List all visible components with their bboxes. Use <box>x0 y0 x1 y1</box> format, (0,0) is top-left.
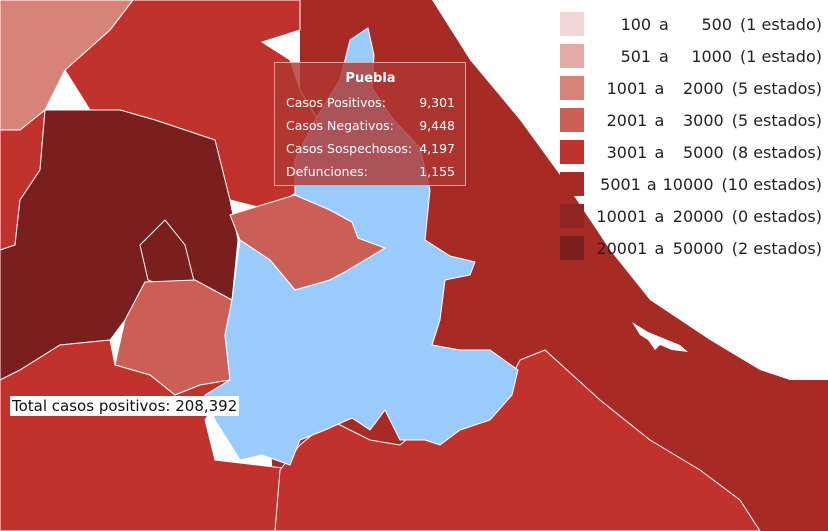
legend-state-count: (2 estados) <box>731 238 822 258</box>
legend-state-count: (8 estados) <box>731 142 822 162</box>
legend-item[interactable]: 2001 a 3000 (5 estados) <box>560 104 822 136</box>
legend-item[interactable]: 3001 a 5000 (8 estados) <box>560 136 822 168</box>
legend-range-high: 3000 <box>682 110 724 130</box>
legend-connector: a <box>646 174 657 194</box>
legend-swatch <box>560 236 584 260</box>
state-puebla[interactable] <box>204 27 519 466</box>
legend-connector: a <box>654 206 665 226</box>
total-positive-cases: Total casos positivos: 208,392 <box>10 396 240 416</box>
legend-range-high: 1000 <box>691 46 733 66</box>
legend-state-count: (5 estados) <box>731 110 822 130</box>
tooltip-label: Casos Positivos: <box>286 95 386 110</box>
legend-range-high: 5000 <box>682 142 724 162</box>
legend-range-high: 500 <box>701 14 733 34</box>
legend-state-count: (10 estados) <box>721 174 822 194</box>
legend-range-low: 10001 <box>596 206 648 226</box>
tooltip-row: Casos Negativos: 9,448 <box>286 114 455 137</box>
legend-state-count: (1 estado) <box>740 46 822 66</box>
legend-state-count: (1 estado) <box>740 14 822 34</box>
legend-item[interactable]: 501 a 1000 (1 estado) <box>560 40 822 72</box>
legend-range-high: 50000 <box>672 238 724 258</box>
legend-item[interactable]: 5001 a 10000 (10 estados) <box>560 168 822 200</box>
legend-connector: a <box>654 238 665 258</box>
legend-range-low: 100 <box>620 14 652 34</box>
airplane-icon <box>632 322 688 352</box>
state-oaxaca[interactable] <box>274 349 761 531</box>
legend-state-count: (0 estados) <box>731 206 822 226</box>
tooltip-value: 1,155 <box>419 164 455 179</box>
legend: 100 a 500 (1 estado) 501 a 1000 (1 estado) 1001 a… <box>560 8 822 264</box>
tooltip-puebla: Puebla Casos Positivos: 9,301 Casos Nega… <box>274 62 466 186</box>
legend-swatch <box>560 172 584 196</box>
tooltip-value: 9,448 <box>419 118 455 133</box>
tooltip-label: Defunciones: <box>286 164 368 179</box>
legend-swatch <box>560 140 584 164</box>
legend-state-count: (5 estados) <box>731 78 822 98</box>
legend-item[interactable]: 20001 a 50000 (2 estados) <box>560 232 822 264</box>
legend-range-low: 2001 <box>606 110 648 130</box>
legend-connector: a <box>659 14 669 34</box>
legend-item[interactable]: 10001 a 20000 (0 estados) <box>560 200 822 232</box>
legend-swatch <box>560 108 584 132</box>
legend-connector: a <box>654 78 665 98</box>
legend-connector: a <box>659 46 669 66</box>
legend-item[interactable]: 100 a 500 (1 estado) <box>560 8 822 40</box>
legend-item[interactable]: 1001 a 2000 (5 estados) <box>560 72 822 104</box>
tooltip-row: Defunciones: 1,155 <box>286 160 455 183</box>
tooltip-value: 9,301 <box>419 95 455 110</box>
legend-range-low: 3001 <box>606 142 648 162</box>
legend-swatch <box>560 76 584 100</box>
legend-range-low: 5001 <box>600 174 641 194</box>
legend-swatch <box>560 12 584 36</box>
legend-range-low: 20001 <box>596 238 648 258</box>
legend-swatch <box>560 204 584 228</box>
legend-range-low: 501 <box>620 46 652 66</box>
tooltip-label: Casos Negativos: <box>286 118 394 133</box>
legend-connector: a <box>654 142 665 162</box>
tooltip-label: Casos Sospechosos: <box>286 141 413 156</box>
legend-range-low: 1001 <box>606 78 648 98</box>
legend-range-high: 2000 <box>682 78 724 98</box>
legend-range-high: 20000 <box>672 206 724 226</box>
tooltip-value: 4,197 <box>419 141 455 156</box>
tooltip-row: Casos Sospechosos: 4,197 <box>286 137 455 160</box>
legend-connector: a <box>654 110 665 130</box>
legend-swatch <box>560 44 584 68</box>
tooltip-row: Casos Positivos: 9,301 <box>286 91 455 114</box>
legend-range-high: 10000 <box>662 174 714 194</box>
tooltip-title: Puebla <box>345 71 396 86</box>
